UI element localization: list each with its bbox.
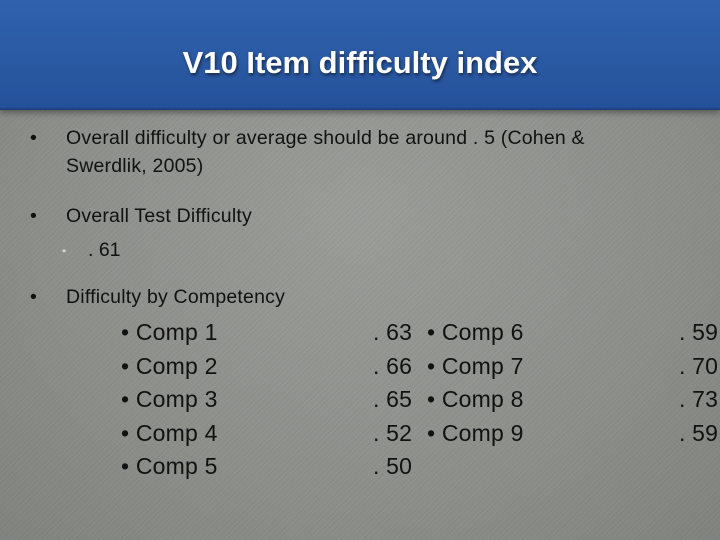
bullet-marker: • xyxy=(30,286,38,308)
slide-title: V10 Item difficulty index xyxy=(182,45,538,80)
competency-value: . 59 xyxy=(679,319,719,345)
competency-value: . 66 xyxy=(373,352,413,379)
competency-value: . 63 xyxy=(373,319,413,345)
competency-labels-left: • Comp 1 • Comp 2 • Comp 3 • Comp 4 • Co… xyxy=(121,316,218,484)
competency-labels-right: • Comp 6 • Comp 7 • Comp 8 • Comp 9 xyxy=(427,316,524,450)
competency-label: • Comp 5 xyxy=(121,453,218,479)
bullet-marker: • xyxy=(30,205,38,227)
sub-bullet-marker: • xyxy=(62,244,67,258)
title-bar: V10 Item difficulty index xyxy=(0,0,720,110)
bullet-overall-test-difficulty: • Overall Test Difficulty xyxy=(30,202,670,230)
competency-label: • Comp 1 xyxy=(121,319,218,345)
competency-label: • Comp 8 xyxy=(427,386,524,412)
competency-label: • Comp 2 xyxy=(121,352,218,379)
competency-value: . 59 xyxy=(679,419,719,446)
competency-values-right: . 59 . 70 . 73 . 59 xyxy=(679,316,718,450)
bullet-overall-difficulty: • Overall difficulty or average should b… xyxy=(30,124,670,180)
bullet-text: Overall difficulty or average should be … xyxy=(66,127,585,177)
competency-label: • Comp 6 xyxy=(427,319,524,345)
competency-label: • Comp 3 xyxy=(121,386,218,412)
competency-value: . 52 xyxy=(373,419,413,446)
sub-bullet-test-difficulty-value: • . 61 xyxy=(62,236,121,264)
competency-value: . 70 xyxy=(679,352,719,379)
bullet-text: Difficulty by Competency xyxy=(66,286,286,308)
competency-value: . 73 xyxy=(679,386,719,412)
competency-label: • Comp 7 xyxy=(427,352,524,379)
competency-value: . 65 xyxy=(373,386,413,412)
bullet-difficulty-by-competency: • Difficulty by Competency xyxy=(30,283,670,311)
sub-bullet-text: . 61 xyxy=(88,239,121,261)
competency-label: • Comp 4 xyxy=(121,419,218,446)
competency-label: • Comp 9 xyxy=(427,419,524,446)
bullet-text: Overall Test Difficulty xyxy=(66,205,252,227)
competency-values-left: . 63 . 66 . 65 . 52 . 50 xyxy=(373,316,412,484)
bullet-marker: • xyxy=(30,127,38,149)
competency-value: . 50 xyxy=(373,453,413,479)
